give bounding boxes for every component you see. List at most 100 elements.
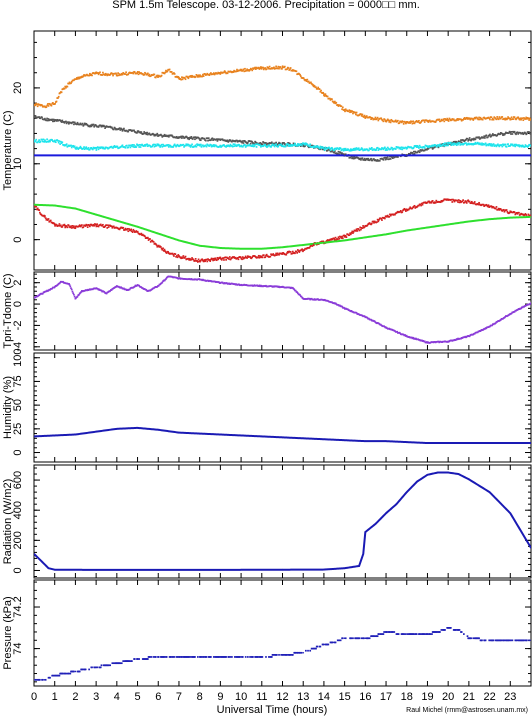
data-point (452, 142, 454, 145)
data-point (300, 143, 303, 146)
data-point (41, 116, 43, 119)
data-point (34, 140, 37, 142)
data-point (502, 143, 504, 146)
data-point (389, 214, 392, 217)
data-point (468, 137, 471, 139)
data-point (136, 71, 139, 73)
data-point (78, 225, 80, 228)
data-point (490, 205, 493, 208)
series-point (95, 569, 97, 571)
data-point (282, 252, 285, 254)
series-point (374, 635, 377, 637)
x-tick-label: 5 (134, 691, 140, 703)
data-point (216, 72, 219, 75)
series-point (488, 639, 491, 642)
data-point (199, 143, 202, 146)
data-point (200, 656, 203, 658)
data-point (378, 633, 380, 635)
x-tick-label: 6 (155, 691, 161, 703)
data-point (99, 71, 101, 74)
data-point (165, 278, 167, 280)
data-point (517, 116, 520, 119)
data-point (55, 100, 58, 103)
data-point (236, 68, 238, 71)
data-point (58, 674, 61, 677)
plot-frame (33, 464, 532, 579)
data-point (279, 142, 282, 145)
data-point (297, 249, 299, 251)
series-point (374, 159, 377, 161)
data-point (63, 223, 66, 226)
series-point (457, 629, 460, 631)
series-point (385, 157, 387, 160)
data-point (473, 201, 476, 203)
data-point (513, 144, 515, 147)
data-point (257, 66, 260, 69)
series-point (312, 84, 315, 86)
data-point (418, 119, 420, 122)
data-point (420, 204, 422, 207)
data-point (339, 639, 342, 642)
data-point (205, 656, 208, 658)
data-point (133, 144, 135, 146)
data-point (214, 257, 217, 260)
data-point (261, 256, 264, 259)
series-point (426, 341, 429, 344)
data-point (371, 159, 374, 162)
series-point (53, 674, 56, 677)
data-point (82, 226, 85, 228)
data-point (352, 147, 355, 150)
series-point (488, 442, 491, 444)
series-point (74, 207, 77, 210)
x-tick-label: 23 (504, 691, 516, 703)
data-point (423, 149, 426, 152)
series-point (157, 245, 160, 248)
data-point (226, 72, 229, 75)
series-point (260, 247, 263, 250)
data-point (127, 130, 130, 133)
data-point (52, 674, 55, 677)
data-point (141, 287, 144, 289)
data-point (362, 225, 364, 227)
data-point (455, 143, 457, 146)
data-point (73, 295, 76, 298)
data-point (112, 145, 115, 148)
data-point (335, 148, 338, 151)
data-point (70, 82, 72, 85)
data-point (493, 116, 496, 118)
data-point (143, 144, 146, 147)
data-point (200, 146, 203, 148)
data-point (336, 103, 339, 106)
series-point (488, 491, 491, 493)
data-point (471, 118, 474, 120)
series-point (468, 335, 470, 337)
data-point (194, 259, 196, 262)
data-point (382, 633, 385, 635)
data-point (197, 261, 199, 263)
data-point (91, 224, 94, 227)
data-point (518, 117, 520, 120)
data-point (360, 158, 362, 161)
data-point (291, 250, 294, 253)
data-point (78, 224, 81, 227)
data-point (382, 120, 385, 123)
data-point (270, 141, 273, 144)
data-point (186, 144, 188, 147)
data-point (110, 225, 113, 228)
series-point (426, 442, 429, 444)
data-point (296, 144, 298, 147)
data-point (73, 293, 75, 296)
data-point (244, 146, 247, 148)
series-point (374, 522, 377, 525)
data-point (474, 138, 477, 140)
data-point (41, 138, 43, 141)
data-point (367, 157, 370, 160)
data-point (181, 76, 183, 79)
data-point (305, 247, 308, 250)
data-point (196, 74, 198, 77)
data-point (299, 294, 301, 296)
data-point (417, 121, 420, 123)
data-point (70, 81, 73, 83)
data-point (504, 118, 507, 121)
data-point (436, 145, 438, 148)
